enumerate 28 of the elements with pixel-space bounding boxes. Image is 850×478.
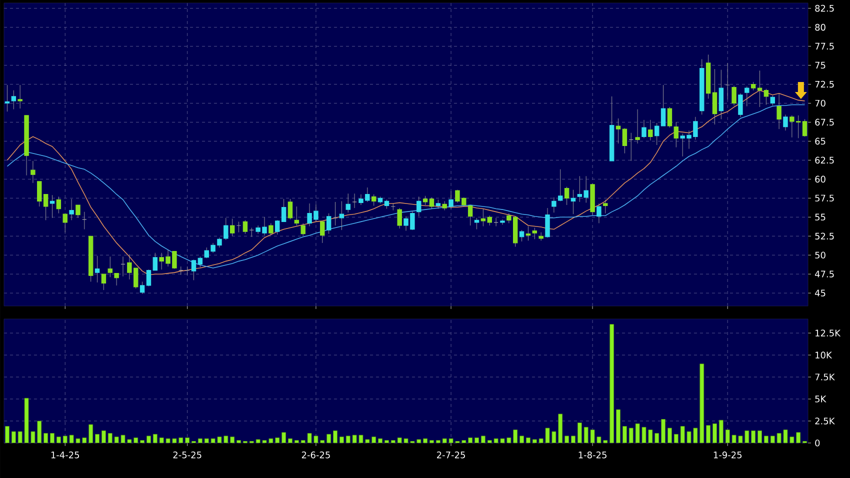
y-tick-label: 0 xyxy=(815,440,820,446)
y-tick-label: 52.5 xyxy=(815,232,834,240)
y-tick-label: 60 xyxy=(815,176,826,183)
y-tick-label: 50 xyxy=(815,252,826,259)
y-tick-label: 5K xyxy=(815,396,826,402)
x-tick-label: 2-6-25 xyxy=(302,452,330,458)
y-tick-label: 82.5 xyxy=(815,4,834,12)
y-tick-label: 70 xyxy=(815,100,826,107)
x-tick-label: 1-9-25 xyxy=(714,452,742,458)
x-tick-label: 2-7-25 xyxy=(436,452,465,458)
y-tick-label: 55 xyxy=(815,214,826,220)
y-tick-label: 72.5 xyxy=(815,80,834,88)
x-tick-label: 1-8-25 xyxy=(578,452,606,458)
y-tick-label: 80 xyxy=(815,24,826,31)
y-tick-label: 2.5K xyxy=(815,418,835,424)
y-tick-label: 77.5 xyxy=(815,42,834,50)
x-tick-label: 1-4-25 xyxy=(51,452,80,458)
y-tick-label: 7.5K xyxy=(815,374,835,380)
y-tick-label: 65 xyxy=(815,138,826,145)
x-tick-label: 2-5-25 xyxy=(173,452,202,458)
y-tick-label: 12.5K xyxy=(816,330,841,336)
y-tick-label: 47.5 xyxy=(814,270,834,278)
y-tick-label: 67.5 xyxy=(815,118,834,126)
y-tick-label: 62.5 xyxy=(815,156,834,164)
y-tick-label: 57.5 xyxy=(815,194,834,202)
y-tick-label: 45 xyxy=(814,290,826,296)
y-tick-label: 10K xyxy=(816,352,832,358)
y-tick-label: 75 xyxy=(815,62,826,69)
